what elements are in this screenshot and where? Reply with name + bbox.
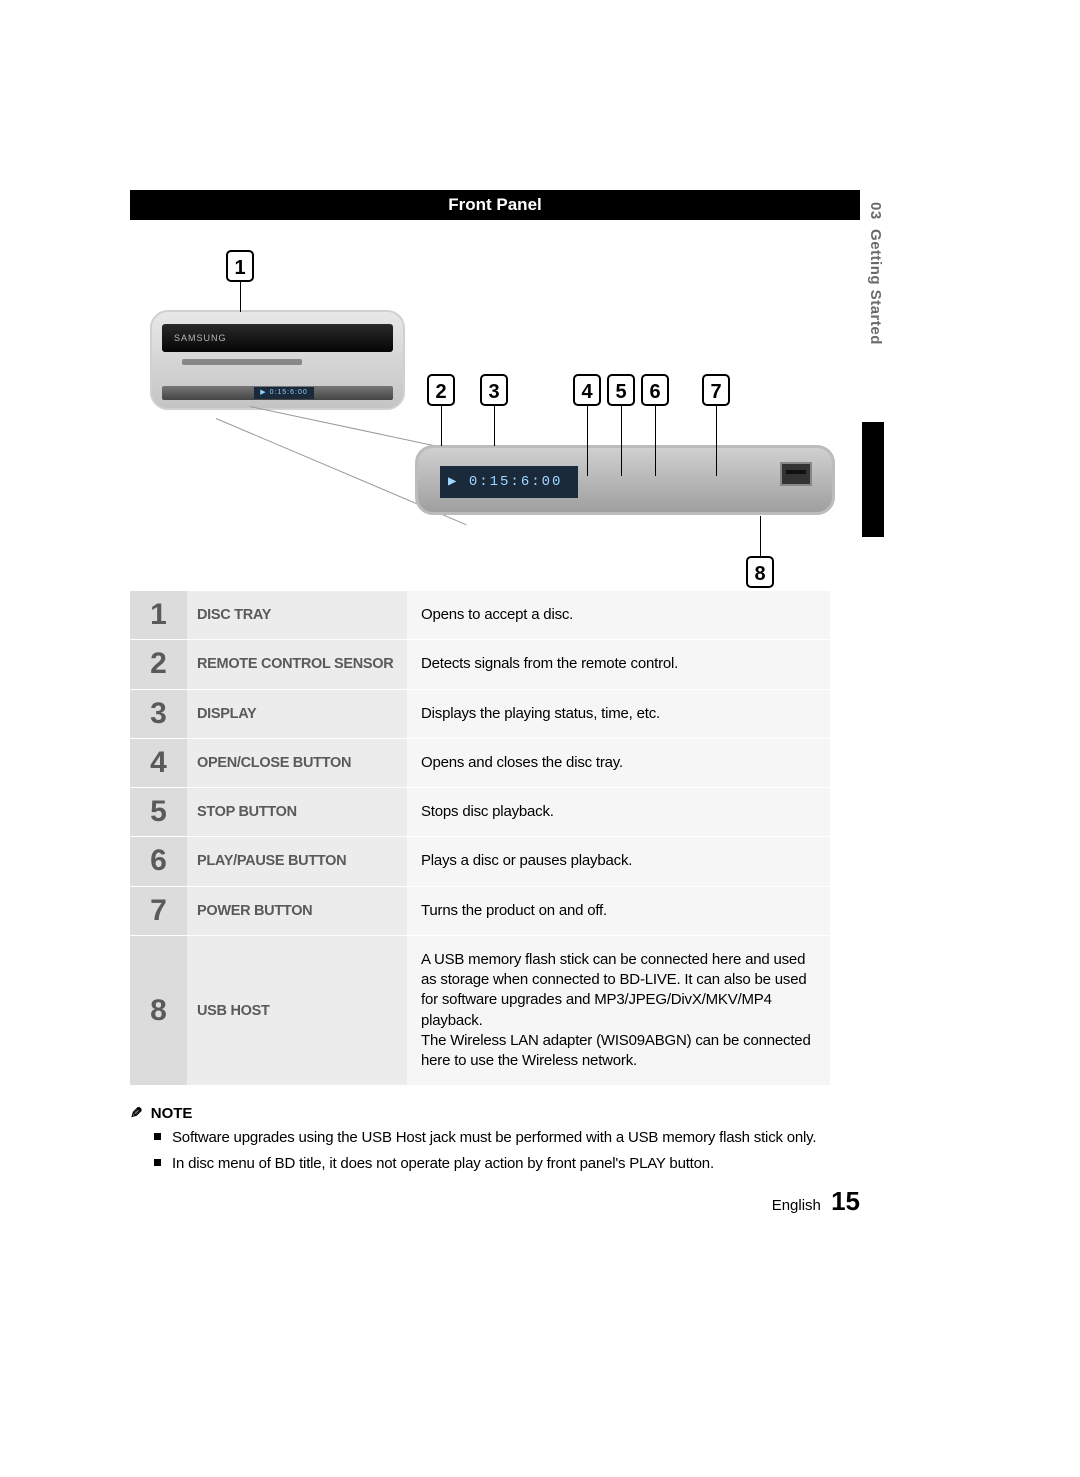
device-zoom-display: ▶ 0:15:6:00: [440, 466, 578, 498]
note-label: NOTE: [151, 1105, 193, 1122]
callout-badge-8: 8: [746, 556, 774, 588]
callout-line: [240, 282, 241, 312]
legend-term: OPEN/CLOSE BUTTON: [187, 738, 407, 787]
callout-line: [760, 516, 761, 556]
table-row: 5STOP BUTTONStops disc playback.: [130, 788, 830, 837]
front-panel-legend-table: 1DISC TRAYOpens to accept a disc.2REMOTE…: [130, 590, 830, 1086]
section-header-title: Front Panel: [448, 195, 542, 214]
section-header: Front Panel: [130, 190, 860, 220]
legend-number: 3: [130, 689, 187, 738]
legend-description: Detects signals from the remote control.: [407, 640, 830, 689]
callout-badge-7: 7: [702, 374, 730, 406]
callout-line: [716, 406, 717, 476]
device-slot-illustration: [182, 359, 302, 365]
legend-term: DISC TRAY: [187, 591, 407, 640]
callout-line: [494, 406, 495, 446]
page-footer: English 15: [130, 1186, 860, 1217]
pencil-icon: ✎: [130, 1104, 143, 1122]
device-front-strip-illustration: ▶ 0:15:6:00: [162, 386, 393, 400]
note-block: ✎ NOTE Software upgrades using the USB H…: [130, 1104, 890, 1173]
table-row: 2REMOTE CONTROL SENSORDetects signals fr…: [130, 640, 830, 689]
legend-term: DISPLAY: [187, 689, 407, 738]
legend-description: Plays a disc or pauses playback.: [407, 837, 830, 886]
legend-term: USB HOST: [187, 935, 407, 1086]
legend-number: 2: [130, 640, 187, 689]
legend-description: Opens to accept a disc.: [407, 591, 830, 640]
callout-badge-3: 3: [480, 374, 508, 406]
legend-term: REMOTE CONTROL SENSOR: [187, 640, 407, 689]
callout-badge-4: 4: [573, 374, 601, 406]
device-disc-tray-illustration: SAMSUNG: [162, 324, 393, 352]
page-content: Front Panel SAMSUNG ▶ 0:15:6:00 ▶ 0:15:6…: [130, 190, 890, 1179]
front-panel-diagram: SAMSUNG ▶ 0:15:6:00 ▶ 0:15:6:00 1 23 456 7 8: [130, 220, 860, 590]
callout-line: [621, 406, 622, 476]
legend-description: Displays the playing status, time, etc.: [407, 689, 830, 738]
callout-line: [655, 406, 656, 476]
footer-page-number: 15: [831, 1186, 860, 1216]
legend-term: PLAY/PAUSE BUTTON: [187, 837, 407, 886]
legend-number: 7: [130, 886, 187, 935]
table-row: 3DISPLAYDisplays the playing status, tim…: [130, 689, 830, 738]
legend-description: Turns the product on and off.: [407, 886, 830, 935]
note-item: In disc menu of BD title, it does not op…: [154, 1154, 890, 1174]
device-usb-port-illustration: [780, 462, 812, 486]
callout-badge-6: 6: [641, 374, 669, 406]
legend-description: A USB memory flash stick can be connecte…: [407, 935, 830, 1086]
callout-line: [587, 406, 588, 476]
note-heading: ✎ NOTE: [130, 1104, 890, 1122]
callout-badge-5: 5: [607, 374, 635, 406]
callout-badge-2: 2: [427, 374, 455, 406]
legend-description: Opens and closes the disc tray.: [407, 738, 830, 787]
table-row: 4OPEN/CLOSE BUTTONOpens and closes the d…: [130, 738, 830, 787]
device-brand-label: SAMSUNG: [174, 333, 227, 343]
legend-number: 5: [130, 788, 187, 837]
legend-description: Stops disc playback.: [407, 788, 830, 837]
legend-number: 8: [130, 935, 187, 1086]
table-row: 6PLAY/PAUSE BUTTONPlays a disc or pauses…: [130, 837, 830, 886]
table-row: 1DISC TRAYOpens to accept a disc.: [130, 591, 830, 640]
footer-lang: English: [772, 1197, 821, 1214]
legend-term: POWER BUTTON: [187, 886, 407, 935]
callout-badge-1: 1: [226, 250, 254, 282]
callout-line: [441, 406, 442, 446]
legend-number: 6: [130, 837, 187, 886]
legend-number: 1: [130, 591, 187, 640]
legend-number: 4: [130, 738, 187, 787]
device-overview-illustration: SAMSUNG ▶ 0:15:6:00: [150, 310, 405, 410]
device-zoom-illustration: ▶ 0:15:6:00: [415, 445, 835, 515]
table-row: 7POWER BUTTONTurns the product on and of…: [130, 886, 830, 935]
table-row: 8USB HOSTA USB memory flash stick can be…: [130, 935, 830, 1086]
note-list: Software upgrades using the USB Host jac…: [154, 1128, 890, 1173]
legend-term: STOP BUTTON: [187, 788, 407, 837]
note-item: Software upgrades using the USB Host jac…: [154, 1128, 890, 1148]
device-small-display: ▶ 0:15:6:00: [254, 387, 314, 399]
